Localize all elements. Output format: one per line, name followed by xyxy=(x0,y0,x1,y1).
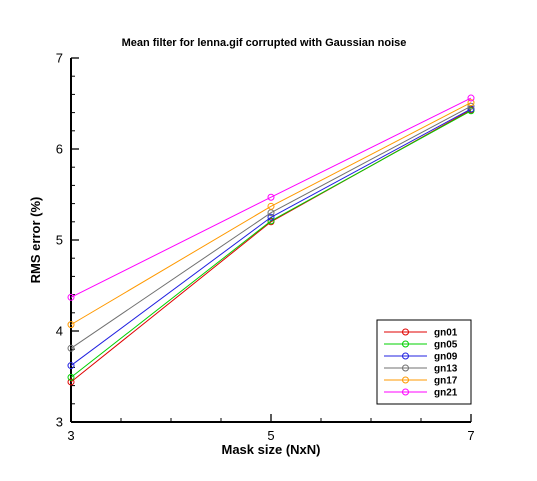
legend-item-gn09: gn09 xyxy=(384,352,458,363)
data-point-gn21 xyxy=(67,293,75,301)
series-gn05 xyxy=(67,107,475,381)
data-point-gn21 xyxy=(267,193,275,201)
data-point-gn05 xyxy=(67,373,75,381)
legend-label: gn13 xyxy=(434,364,458,375)
legend-marker xyxy=(402,376,409,384)
x-axis-label: Mask size (NxN) xyxy=(222,442,321,457)
data-point-gn01 xyxy=(67,378,75,386)
y-tick-label: 4 xyxy=(56,324,63,339)
data-point-gn09 xyxy=(67,362,75,370)
series-gn13 xyxy=(67,102,475,352)
y-tick-label: 6 xyxy=(56,142,63,157)
series-gn09 xyxy=(67,105,475,370)
legend-label: gn01 xyxy=(434,328,458,339)
legend-label: gn05 xyxy=(434,340,458,351)
legend-marker xyxy=(402,340,409,348)
y-tick-label: 5 xyxy=(56,233,63,248)
x-tick-label: 3 xyxy=(67,428,74,443)
data-point-gn05 xyxy=(267,217,275,225)
series-line-gn13 xyxy=(70,105,472,349)
series-line-gn21 xyxy=(70,97,472,298)
y-tick-label: 7 xyxy=(56,51,63,66)
data-point-gn13 xyxy=(467,102,475,110)
series-lines xyxy=(67,94,475,386)
legend-label: gn09 xyxy=(434,352,458,363)
data-point-gn17 xyxy=(67,321,75,329)
series-line-gn05 xyxy=(70,110,472,378)
y-axis-label: RMS error (%) xyxy=(28,197,43,284)
legend-marker xyxy=(402,364,409,372)
data-point-gn13 xyxy=(67,344,75,352)
legend-marker xyxy=(402,352,409,360)
series-gn17 xyxy=(67,99,475,329)
x-tick-label: 5 xyxy=(267,428,274,443)
legend-label: gn17 xyxy=(434,376,458,387)
legend-marker xyxy=(402,328,409,336)
data-point-gn21 xyxy=(467,94,475,102)
data-point-gn17 xyxy=(467,99,475,107)
data-point-gn17 xyxy=(267,202,275,210)
series-gn21 xyxy=(67,94,475,301)
legend-item-gn05: gn05 xyxy=(384,340,458,351)
x-tick-label: 7 xyxy=(467,428,474,443)
legend-item-gn01: gn01 xyxy=(384,328,458,339)
legend-box xyxy=(376,319,472,405)
legend-marker xyxy=(402,388,409,396)
legend-label: gn21 xyxy=(434,388,458,399)
legend-item-gn21: gn21 xyxy=(384,388,458,399)
data-point-gn09 xyxy=(267,213,275,221)
series-line-gn09 xyxy=(70,108,472,366)
chart-title: Mean filter for lenna.gif corrupted with… xyxy=(122,37,407,49)
y-tick-label: 3 xyxy=(56,415,63,430)
legend-item-gn13: gn13 xyxy=(384,364,458,375)
series-line-gn17 xyxy=(70,102,472,326)
legend-item-gn17: gn17 xyxy=(384,376,458,387)
